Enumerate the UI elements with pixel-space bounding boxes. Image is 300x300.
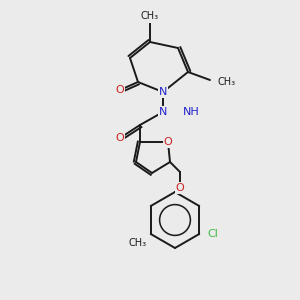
Text: CH₃: CH₃ — [129, 238, 147, 248]
Text: O: O — [116, 133, 124, 143]
Text: CH₃: CH₃ — [141, 11, 159, 21]
Text: CH₃: CH₃ — [218, 77, 236, 87]
Text: NH: NH — [183, 107, 200, 117]
Text: N: N — [159, 87, 167, 97]
Text: N: N — [159, 107, 167, 117]
Text: Cl: Cl — [207, 229, 218, 239]
Text: N: N — [159, 87, 167, 97]
Text: CH₃: CH₃ — [141, 12, 159, 22]
Text: O: O — [164, 137, 172, 147]
Text: O: O — [116, 85, 124, 95]
Text: O: O — [176, 183, 184, 193]
